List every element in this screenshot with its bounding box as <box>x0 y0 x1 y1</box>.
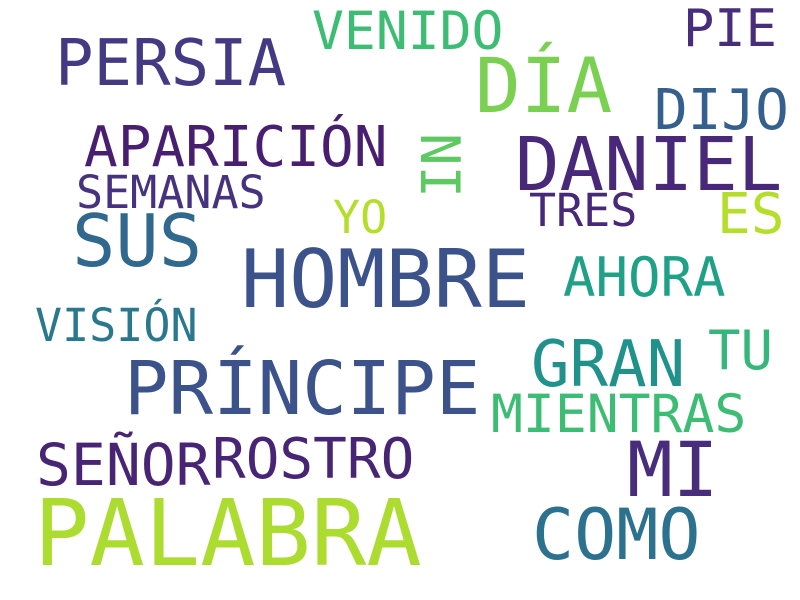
word-semanas: SEMANAS <box>76 166 266 219</box>
word-rostro: ROSTRO <box>212 427 415 492</box>
word-venido: VENIDO <box>312 1 504 62</box>
word-dia: DÍA <box>475 41 613 130</box>
word-dijo: DIJO <box>654 78 789 143</box>
word-mientras: MIENTRAS <box>491 384 747 445</box>
word-es: ES <box>717 182 785 247</box>
word-mi: MI <box>627 425 719 514</box>
word-hombre: HOMBRE <box>241 233 530 326</box>
word-aparicion: APARICIÓN <box>84 115 388 180</box>
word-como: COMO <box>532 494 701 576</box>
word-yo: YO <box>333 191 388 244</box>
word-tu: TU <box>708 319 774 382</box>
word-tres: TRES <box>529 184 638 237</box>
word-principe: PRÍNCIPE <box>124 346 481 432</box>
word-daniel: DANIEL <box>515 122 783 208</box>
word-vision: VISIÓN <box>35 299 198 352</box>
word-persia: PERSIA <box>55 27 287 101</box>
word-palabra: PALABRA <box>34 480 422 587</box>
word-pie: PIE <box>683 0 777 59</box>
word-sus: SUS <box>72 199 203 283</box>
word-ni: NI <box>408 133 471 199</box>
word-ahora: AHORA <box>563 246 726 309</box>
word-senor: SEÑOR <box>36 431 211 499</box>
word-gran: GRAN <box>531 328 686 402</box>
